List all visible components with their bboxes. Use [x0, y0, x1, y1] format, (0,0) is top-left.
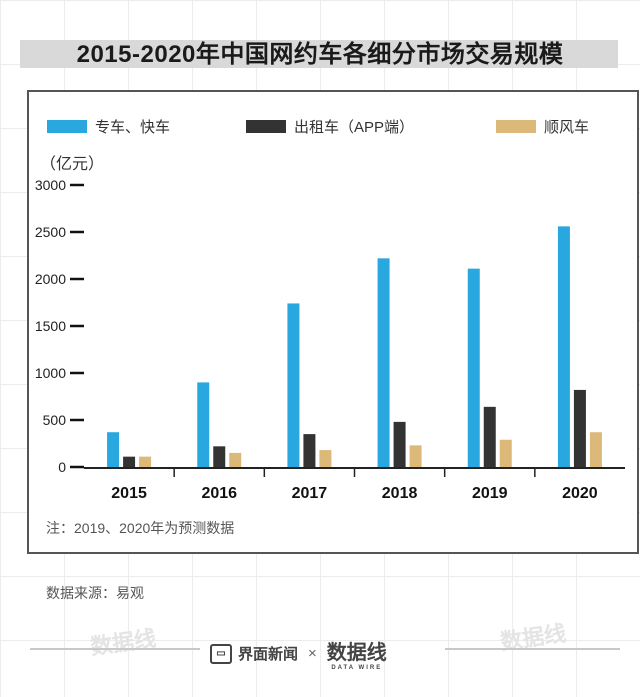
x-tick-label: 2018 — [382, 485, 418, 502]
legend-item-chuzuche: 出租车（APP端） — [246, 116, 414, 137]
bar-chuzuche-2015 — [123, 456, 136, 467]
bar-zhuanche-2017 — [287, 303, 300, 467]
bar-zhuanche-2018 — [377, 258, 390, 467]
legend-label-shunfeng: 顺风车 — [544, 119, 590, 136]
y-tick-label: 1000 — [35, 365, 66, 381]
legend-item-shunfeng: 顺风车 — [496, 116, 589, 137]
datawire-logo: 数据线 — [326, 640, 387, 664]
bar-zhuanche-2020 — [557, 226, 570, 467]
datawire-logo-sub: DATA WIRE — [331, 665, 383, 671]
bar-shunfeng-2016 — [229, 452, 242, 467]
bar-shunfeng-2019 — [499, 439, 512, 467]
bar-chuzuche-2019 — [483, 406, 496, 467]
data-source: 数据来源：易观 — [46, 585, 144, 601]
y-tick-label: 500 — [43, 412, 67, 428]
y-tick-label: 0 — [58, 459, 66, 475]
footer-separator: × — [308, 645, 317, 662]
bar-chuzuche-2018 — [393, 421, 406, 467]
bar-chuzuche-2017 — [303, 434, 316, 467]
footer-divider-right — [445, 648, 620, 650]
footer-brand-datawire: 数据线 DATA WIRE — [327, 636, 387, 671]
x-tick-label: 2015 — [111, 485, 147, 502]
footer-brand: ▭ 界面新闻 × 数据线 DATA WIRE — [210, 636, 387, 671]
footer-brand-jiemian: 界面新闻 — [238, 646, 299, 663]
x-tick-label: 2017 — [292, 485, 328, 502]
forecast-note: 注：2019、2020年为预测数据 — [46, 520, 235, 536]
x-tick-label: 2019 — [472, 485, 508, 502]
legend-swatch-zhuanche — [47, 120, 87, 133]
legend-swatch-shunfeng — [496, 120, 536, 133]
bar-chuzuche-2016 — [213, 446, 226, 467]
bar-chuzuche-2020 — [573, 389, 586, 467]
legend-swatch-chuzuche — [246, 120, 286, 133]
chart-title: 2015-2020年中国网约车各细分市场交易规模 — [76, 41, 564, 68]
y-tick-label: 1500 — [35, 318, 66, 334]
bar-shunfeng-2018 — [409, 445, 422, 467]
chart-panel — [27, 90, 639, 554]
title-bar — [20, 40, 618, 68]
jiemian-logo-icon: ▭ — [210, 643, 232, 664]
bar-zhuanche-2016 — [197, 382, 210, 467]
legend-item-zhuanche: 专车、快车 — [47, 116, 170, 137]
legend-label-zhuanche: 专车、快车 — [95, 119, 171, 136]
y-tick-label: 2000 — [35, 271, 66, 287]
y-axis-unit: （亿元） — [40, 156, 105, 173]
bar-shunfeng-2017 — [319, 450, 332, 467]
legend: 专车、快车 出租车（APP端） 顺风车 — [0, 116, 640, 140]
bar-zhuanche-2015 — [107, 432, 120, 467]
bar-shunfeng-2015 — [139, 456, 152, 467]
bar-shunfeng-2020 — [589, 432, 602, 467]
x-tick-label: 2020 — [562, 485, 598, 502]
footer-divider-left — [30, 648, 200, 650]
x-tick-label: 2016 — [201, 485, 237, 502]
y-tick-label: 2500 — [35, 224, 66, 240]
y-tick-label: 3000 — [35, 177, 66, 193]
legend-label-chuzuche: 出租车（APP端） — [294, 119, 415, 136]
bar-zhuanche-2019 — [467, 268, 480, 467]
